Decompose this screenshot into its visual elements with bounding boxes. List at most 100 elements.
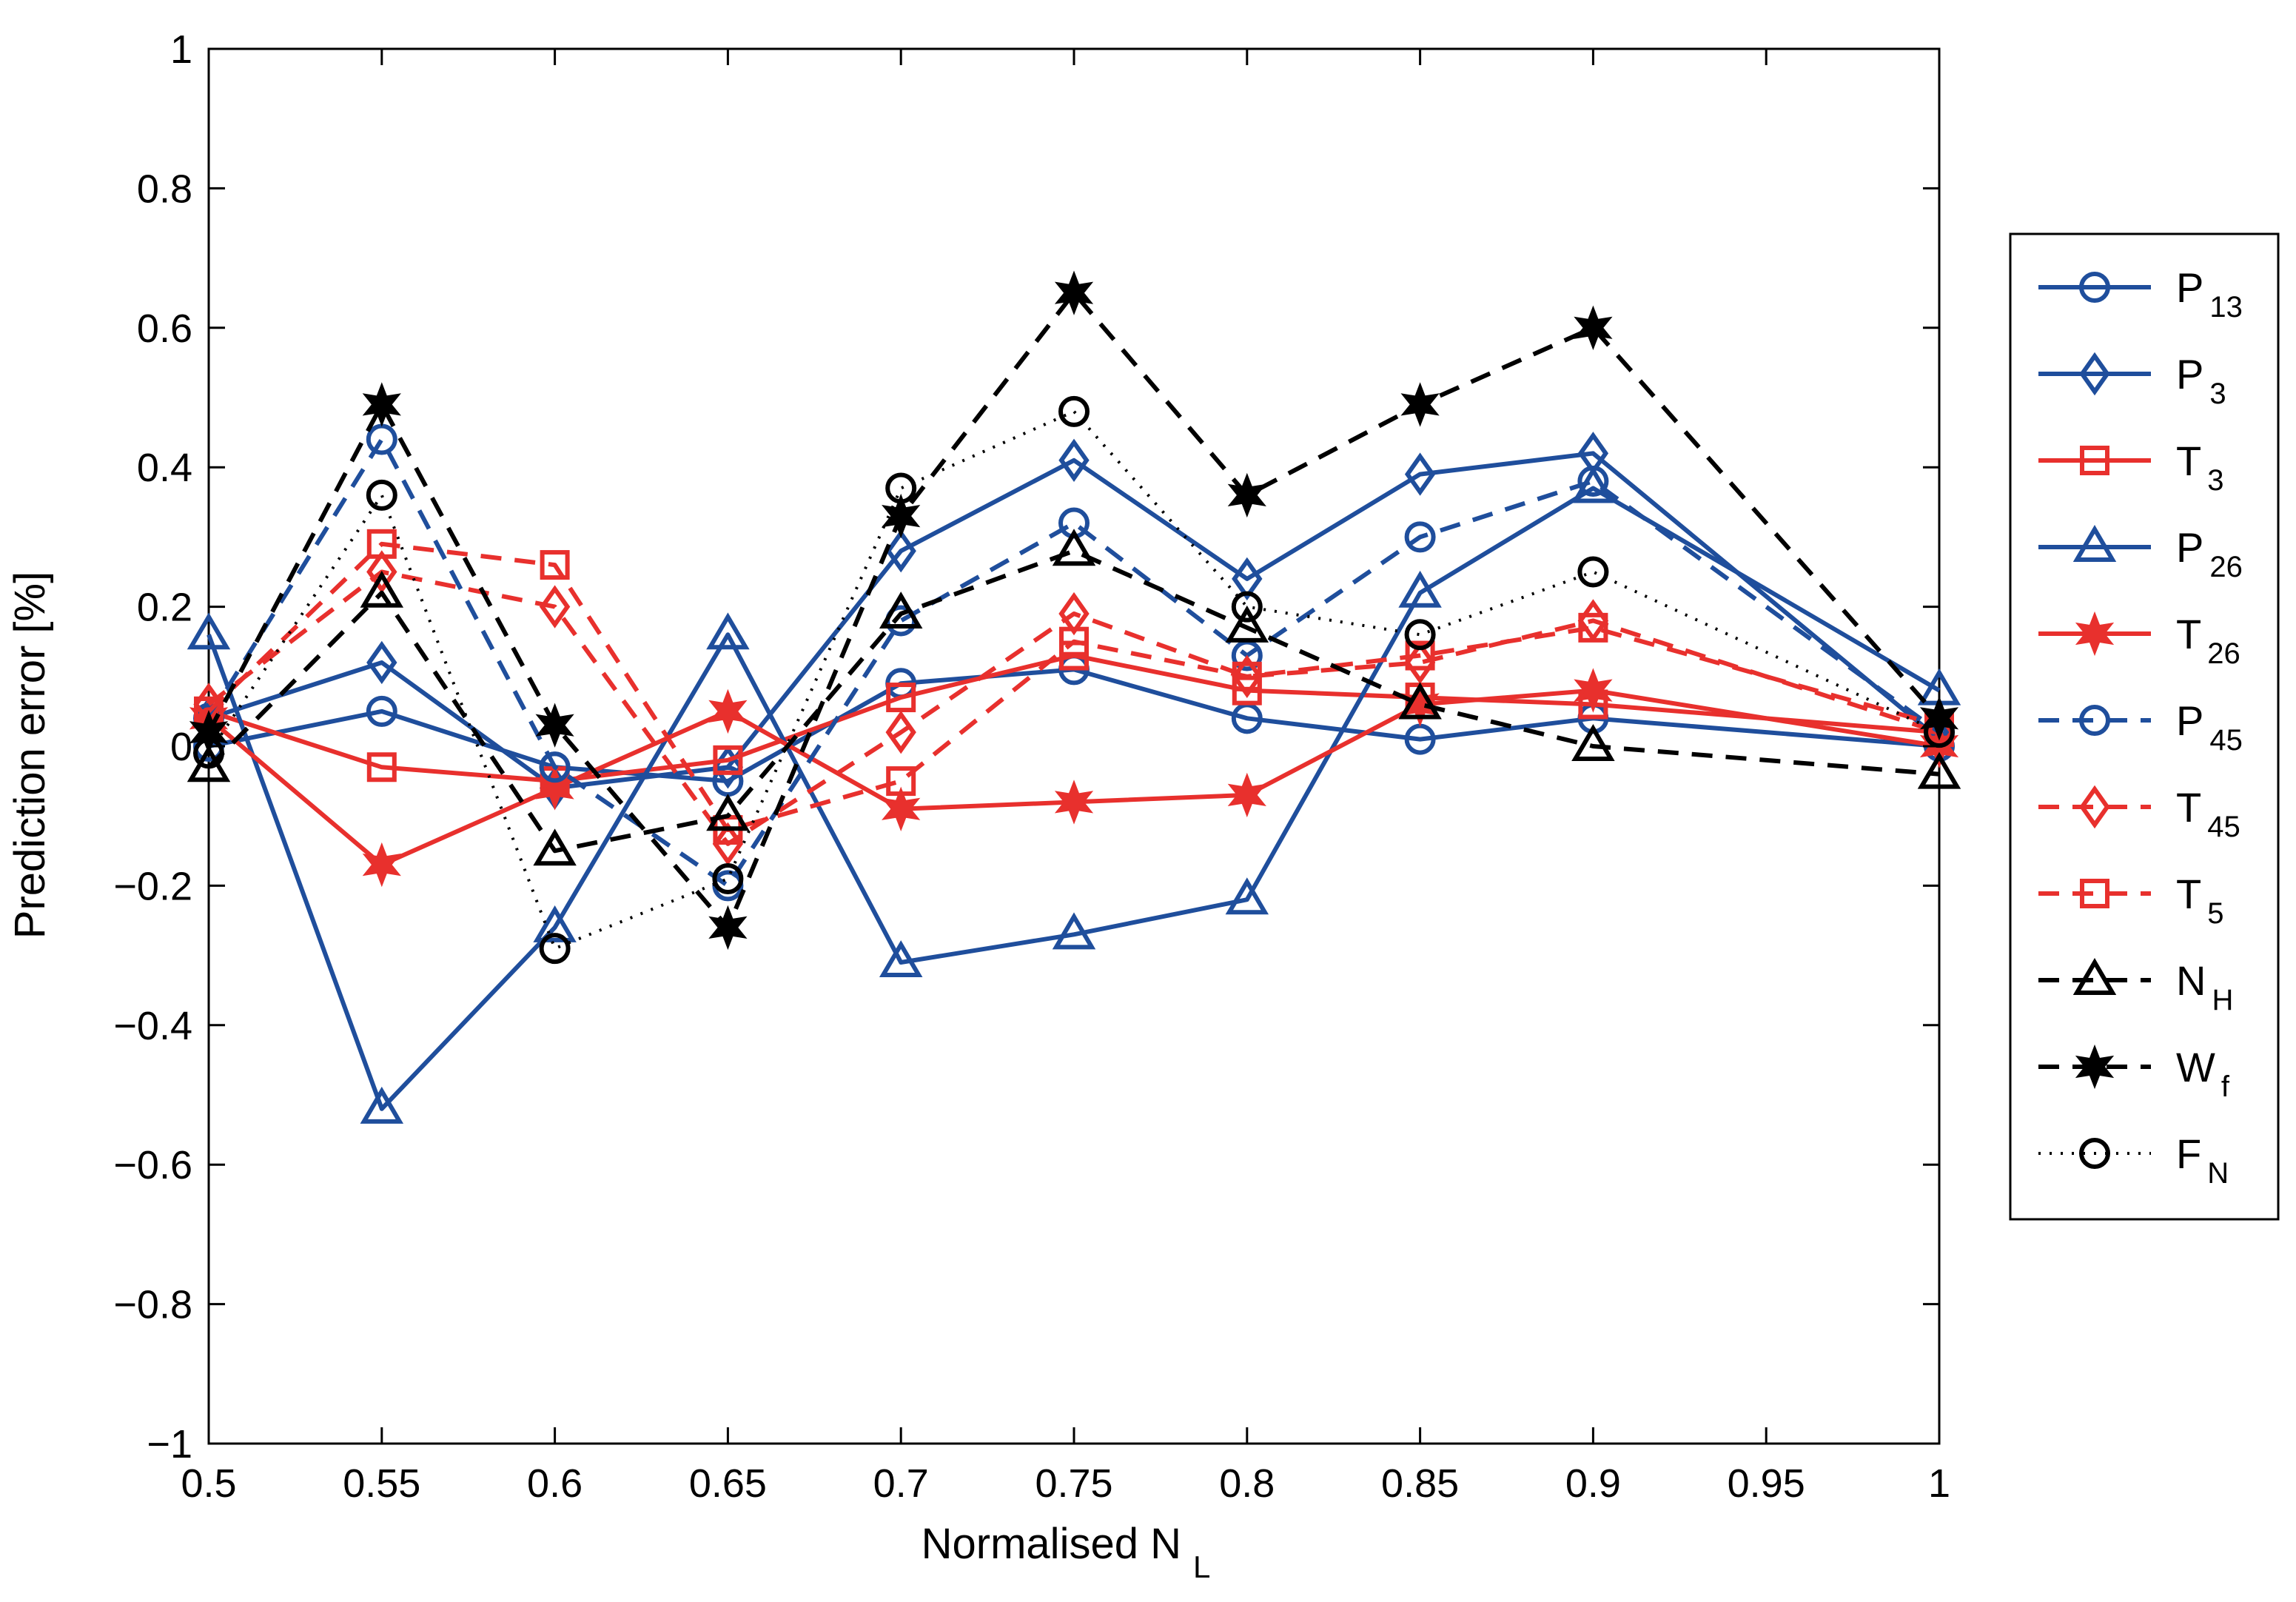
legend-marker bbox=[2075, 611, 2115, 657]
data-point bbox=[366, 550, 397, 594]
data-point bbox=[1404, 619, 1436, 651]
data-point bbox=[882, 786, 921, 831]
data-point bbox=[1398, 570, 1442, 608]
legend: P 13 P 3 T 3 P 26 T 26 P 45 T 45 T 5 N H W f F N bbox=[2009, 232, 2280, 1221]
data-point bbox=[193, 737, 224, 769]
data-point bbox=[713, 745, 743, 775]
x-tick-label: 0.75 bbox=[1035, 1461, 1112, 1506]
x-tick-label: 0.55 bbox=[343, 1461, 420, 1506]
data-point bbox=[706, 612, 750, 650]
x-axis-title-sub: L bbox=[1193, 1549, 1210, 1584]
data-point bbox=[366, 752, 397, 782]
data-point bbox=[885, 529, 916, 573]
data-point bbox=[1059, 626, 1089, 657]
data-point bbox=[1404, 521, 1436, 553]
data-point bbox=[1058, 591, 1090, 636]
legend-label: P 13 bbox=[2176, 264, 2243, 324]
legend-marker bbox=[2079, 1138, 2110, 1169]
data-point bbox=[539, 585, 571, 629]
legend-marker bbox=[2079, 705, 2110, 736]
data-point bbox=[708, 905, 748, 951]
y-tick-label: 0.6 bbox=[137, 306, 192, 351]
data-point bbox=[362, 382, 401, 427]
data-point bbox=[1227, 472, 1266, 518]
plot-area bbox=[207, 47, 1941, 1445]
data-point bbox=[360, 570, 404, 608]
series-layer bbox=[187, 270, 1961, 1124]
legend-label: P 26 bbox=[2176, 524, 2243, 583]
legend-marker bbox=[2075, 1044, 2115, 1090]
x-tick-label: 0.6 bbox=[527, 1461, 583, 1506]
x-axis-title: Normalised N L bbox=[922, 1520, 1211, 1584]
data-point bbox=[539, 751, 571, 783]
data-point bbox=[366, 640, 397, 685]
y-tick-label: 1 bbox=[170, 27, 192, 72]
x-tick-label: 0.95 bbox=[1728, 1461, 1805, 1506]
data-point bbox=[712, 862, 744, 894]
x-tick-label: 1 bbox=[1928, 1461, 1950, 1506]
series-line bbox=[207, 688, 1940, 868]
data-point bbox=[1917, 751, 1961, 789]
data-point bbox=[1577, 556, 1609, 588]
data-point bbox=[1405, 640, 1435, 671]
data-point bbox=[706, 794, 750, 831]
x-tick-label: 0.85 bbox=[1381, 1461, 1459, 1506]
data-point bbox=[1577, 466, 1609, 497]
data-point bbox=[1400, 382, 1440, 427]
y-tick-label: 0 bbox=[170, 725, 192, 769]
legend-item: P 26 bbox=[2038, 524, 2243, 583]
y-tick-label: −0.8 bbox=[113, 1283, 192, 1327]
data-point bbox=[360, 1086, 404, 1124]
legend-label: T 26 bbox=[2176, 611, 2240, 670]
data-point bbox=[1232, 654, 1263, 698]
data-point bbox=[366, 695, 397, 727]
legend-marker bbox=[2079, 272, 2110, 303]
y-tick-label: −0.6 bbox=[113, 1143, 192, 1187]
data-point bbox=[1054, 270, 1094, 315]
plot-frame bbox=[207, 47, 1941, 1445]
data-point bbox=[539, 933, 571, 965]
legend-marker bbox=[2072, 958, 2117, 995]
series-line bbox=[207, 486, 1941, 1111]
data-point bbox=[540, 550, 570, 580]
y-axis-title: Prediction error [%] bbox=[6, 572, 54, 939]
data-point bbox=[712, 822, 744, 866]
data-point bbox=[533, 828, 577, 866]
data-point bbox=[1225, 605, 1269, 643]
data-point bbox=[1052, 912, 1096, 950]
x-tick-label: 0.7 bbox=[873, 1461, 929, 1506]
legend-item: T 26 bbox=[2038, 611, 2240, 670]
data-point bbox=[366, 479, 397, 511]
data-point bbox=[1054, 780, 1094, 825]
legend-box bbox=[2009, 232, 2280, 1221]
series-wf bbox=[189, 270, 1959, 951]
x-tick-label: 0.5 bbox=[181, 1461, 236, 1506]
x-tick-label: 0.8 bbox=[1219, 1461, 1275, 1506]
legend-marker bbox=[2079, 352, 2110, 396]
x-axis-title-main: Normalised N bbox=[922, 1520, 1181, 1568]
data-point bbox=[366, 529, 397, 559]
axes-layer: 0.5 0.55 0.6 0.65 0.7 0.75 0.8 0.85 0.9 0.95 1 −1 −0… bbox=[113, 27, 1950, 1506]
data-point bbox=[1398, 682, 1442, 720]
data-point bbox=[1574, 668, 1613, 713]
series-line bbox=[207, 541, 1940, 832]
data-point bbox=[535, 703, 574, 748]
series-line bbox=[208, 653, 1940, 784]
data-point bbox=[885, 710, 916, 754]
data-point bbox=[1058, 438, 1090, 482]
data-point bbox=[1225, 877, 1269, 915]
data-point bbox=[879, 591, 923, 629]
data-point bbox=[533, 905, 577, 942]
data-point bbox=[886, 683, 916, 713]
data-point bbox=[885, 472, 917, 504]
y-tick-label: −1 bbox=[147, 1422, 192, 1467]
data-point bbox=[1571, 724, 1615, 761]
data-point bbox=[882, 493, 921, 539]
